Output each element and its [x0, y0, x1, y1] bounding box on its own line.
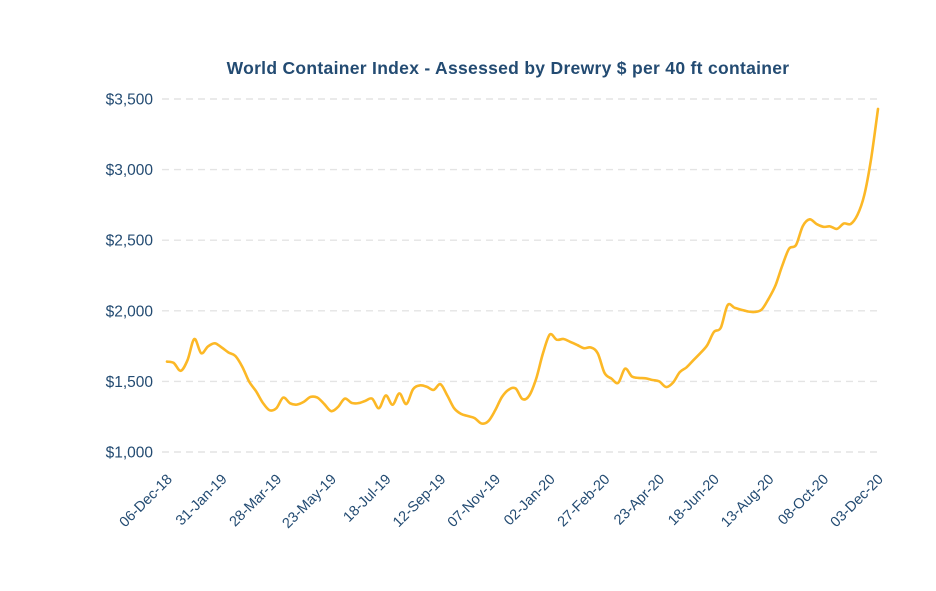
chart-plot-area: $1,000 $1,500 $2,000 $2,500 $3,000 $3,500 06-D… [106, 92, 887, 532]
chart-title: World Container Index - Assessed by Drew… [226, 58, 790, 78]
x-tick-label: 08-Oct-20 [775, 472, 832, 529]
x-tick-label: 23-Apr-20 [611, 472, 668, 529]
y-tick-label: $2,000 [106, 303, 154, 320]
y-tick-label: $1,000 [106, 445, 154, 462]
y-tick-label: $1,500 [106, 374, 154, 391]
x-tick-label: 13-Aug-20 [718, 472, 777, 531]
index-line-series [165, 107, 880, 425]
x-tick-label: 31-Jan-19 [173, 472, 230, 529]
x-tick-label: 18-Jun-20 [665, 472, 722, 529]
y-tick-label: $3,500 [106, 92, 154, 109]
x-tick-label: 12-Sep-19 [390, 472, 449, 531]
x-tick-label: 03-Dec-20 [828, 472, 887, 531]
world-container-index-chart: World Container Index - Assessed by Drew… [40, 16, 896, 559]
x-tick-label: 07-Nov-19 [445, 472, 504, 531]
x-tick-label: 27-Feb-20 [555, 472, 614, 531]
x-tick-label: 28-Mar-19 [227, 472, 286, 531]
x-tick-label: 02-Jan-20 [501, 472, 558, 529]
x-tick-label: 18-Jul-19 [341, 472, 395, 526]
y-tick-label: $2,500 [106, 233, 154, 250]
x-tick-label: 06-Dec-18 [117, 472, 176, 531]
y-tick-label: $3,000 [106, 162, 154, 179]
x-tick-label: 23-May-19 [280, 472, 340, 532]
